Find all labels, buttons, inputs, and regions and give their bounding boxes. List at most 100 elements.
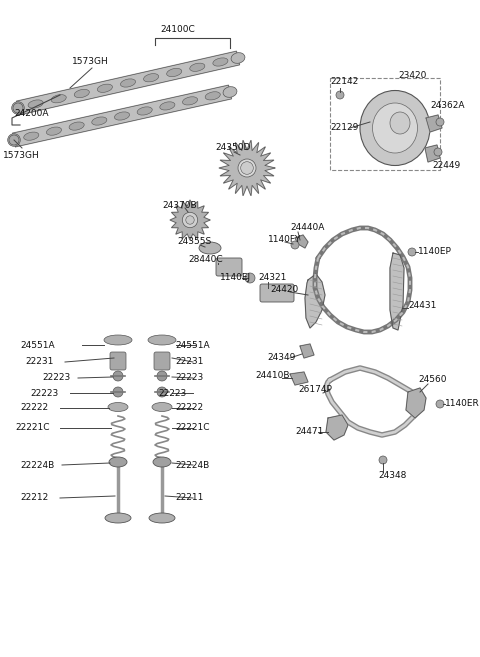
Text: 24348: 24348 — [378, 470, 407, 480]
Ellipse shape — [104, 335, 132, 345]
Circle shape — [434, 148, 442, 156]
Ellipse shape — [47, 127, 61, 135]
Ellipse shape — [205, 92, 220, 100]
Ellipse shape — [69, 122, 84, 130]
Text: 24100C: 24100C — [160, 26, 195, 35]
Text: 22223: 22223 — [175, 373, 203, 382]
Ellipse shape — [137, 107, 152, 115]
Polygon shape — [305, 274, 325, 328]
FancyBboxPatch shape — [260, 284, 294, 302]
Ellipse shape — [372, 103, 418, 153]
Polygon shape — [16, 51, 240, 115]
Circle shape — [436, 118, 444, 126]
Text: 22224B: 22224B — [20, 461, 54, 470]
Ellipse shape — [360, 91, 430, 166]
Circle shape — [291, 241, 299, 249]
Ellipse shape — [28, 100, 43, 108]
Text: 22231: 22231 — [175, 357, 204, 367]
FancyBboxPatch shape — [154, 352, 170, 370]
Text: 22222: 22222 — [175, 403, 203, 413]
Ellipse shape — [51, 95, 66, 103]
Text: 24471: 24471 — [295, 428, 324, 436]
Polygon shape — [390, 253, 404, 330]
Text: 22223: 22223 — [30, 388, 58, 397]
Ellipse shape — [160, 102, 175, 110]
Text: 1140EP: 1140EP — [418, 248, 452, 256]
Text: 22221C: 22221C — [175, 424, 209, 432]
Ellipse shape — [74, 89, 89, 98]
Ellipse shape — [92, 117, 107, 125]
Ellipse shape — [167, 68, 182, 77]
Ellipse shape — [108, 403, 128, 411]
Text: 22222: 22222 — [20, 403, 48, 413]
Circle shape — [9, 135, 19, 145]
Text: 24440A: 24440A — [290, 223, 324, 233]
Text: 24560: 24560 — [418, 376, 446, 384]
Text: 22223: 22223 — [42, 373, 70, 382]
Text: 1573GH: 1573GH — [3, 150, 40, 160]
Text: 24362A: 24362A — [430, 101, 465, 110]
Text: 22211: 22211 — [175, 493, 204, 503]
Circle shape — [240, 162, 253, 174]
Polygon shape — [426, 115, 442, 132]
Polygon shape — [12, 85, 231, 147]
Polygon shape — [219, 141, 275, 196]
Text: 22212: 22212 — [20, 493, 48, 503]
Circle shape — [182, 212, 198, 228]
Circle shape — [113, 387, 123, 397]
Circle shape — [113, 371, 123, 381]
Circle shape — [238, 159, 256, 177]
Text: 24349: 24349 — [267, 353, 295, 363]
Polygon shape — [290, 372, 308, 385]
Text: 1140EJ: 1140EJ — [220, 273, 251, 283]
Text: 1140ER: 1140ER — [445, 399, 480, 409]
Ellipse shape — [223, 87, 237, 97]
Text: 22129: 22129 — [330, 124, 359, 133]
Text: 1140FY: 1140FY — [268, 235, 301, 244]
Ellipse shape — [105, 513, 131, 523]
Text: 23420: 23420 — [398, 70, 426, 79]
Circle shape — [157, 371, 167, 381]
Polygon shape — [406, 388, 426, 418]
Text: 24200A: 24200A — [14, 110, 48, 118]
Ellipse shape — [190, 63, 205, 72]
Ellipse shape — [24, 132, 39, 141]
Ellipse shape — [97, 84, 112, 93]
Ellipse shape — [144, 74, 159, 82]
Circle shape — [336, 91, 344, 99]
Text: 24431: 24431 — [408, 300, 436, 309]
Ellipse shape — [114, 112, 130, 120]
Text: 26174P: 26174P — [298, 386, 332, 394]
Text: 28440C: 28440C — [188, 256, 223, 265]
Ellipse shape — [213, 58, 228, 66]
Circle shape — [13, 103, 23, 113]
Circle shape — [12, 102, 24, 114]
Text: 24355S: 24355S — [177, 237, 211, 246]
Text: 22231: 22231 — [25, 357, 53, 367]
FancyBboxPatch shape — [110, 352, 126, 370]
Ellipse shape — [120, 79, 135, 87]
Polygon shape — [295, 235, 308, 248]
Ellipse shape — [149, 513, 175, 523]
Text: 24350D: 24350D — [215, 143, 251, 152]
Ellipse shape — [182, 97, 198, 105]
Circle shape — [379, 456, 387, 464]
Text: 22449: 22449 — [432, 160, 460, 170]
FancyBboxPatch shape — [216, 258, 242, 276]
Text: 22221C: 22221C — [15, 424, 49, 432]
Circle shape — [436, 400, 444, 408]
Text: 24420: 24420 — [270, 286, 298, 294]
Circle shape — [186, 215, 194, 224]
Ellipse shape — [390, 112, 410, 134]
Text: 22142: 22142 — [330, 78, 358, 87]
Text: 1573GH: 1573GH — [72, 58, 109, 66]
Polygon shape — [300, 344, 314, 358]
Ellipse shape — [148, 335, 176, 345]
Ellipse shape — [231, 53, 245, 63]
Ellipse shape — [152, 403, 172, 411]
Ellipse shape — [109, 457, 127, 467]
Circle shape — [408, 248, 416, 256]
Text: 22223: 22223 — [158, 388, 186, 397]
Text: 24370B: 24370B — [162, 200, 197, 210]
Polygon shape — [326, 415, 348, 440]
